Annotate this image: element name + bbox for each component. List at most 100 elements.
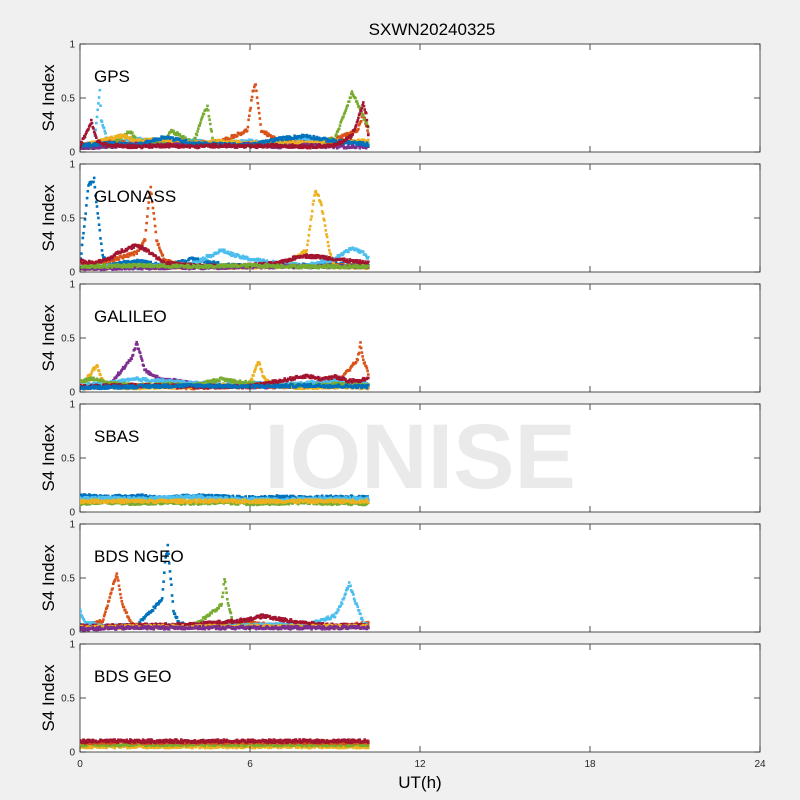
data-point	[96, 260, 99, 264]
data-point	[175, 133, 178, 136]
data-point	[138, 136, 142, 140]
data-point	[119, 250, 123, 254]
data-point	[192, 141, 195, 145]
data-point	[250, 138, 254, 142]
data-point	[347, 100, 351, 103]
data-point	[342, 134, 346, 137]
data-point	[113, 254, 116, 257]
data-point	[129, 135, 132, 139]
data-point	[178, 138, 182, 141]
data-point	[311, 209, 314, 213]
data-point	[357, 113, 361, 117]
data-point	[286, 146, 290, 149]
data-point	[160, 251, 163, 255]
data-point	[307, 234, 311, 237]
data-point	[207, 114, 211, 118]
data-point	[341, 257, 345, 261]
data-point	[104, 137, 107, 140]
data-point	[358, 122, 362, 125]
data-point	[148, 191, 152, 194]
data-point	[89, 268, 92, 271]
data-point	[169, 130, 172, 134]
data-point	[232, 136, 235, 139]
data-point	[299, 146, 303, 150]
data-point	[208, 260, 211, 263]
data-point	[265, 143, 268, 147]
data-point	[206, 109, 210, 112]
data-point	[192, 143, 196, 146]
data-point	[96, 108, 99, 112]
data-point	[222, 250, 226, 254]
data-point	[140, 261, 143, 265]
data-point	[364, 260, 367, 263]
data-point	[313, 194, 316, 197]
data-point	[306, 146, 309, 150]
data-point	[320, 203, 323, 207]
data-point	[98, 228, 102, 232]
data-point	[124, 262, 128, 265]
data-point	[357, 116, 360, 120]
data-point	[140, 142, 143, 145]
data-point	[83, 135, 87, 139]
data-point	[254, 83, 257, 86]
data-point	[132, 265, 136, 268]
data-point	[131, 143, 134, 147]
data-point	[345, 133, 348, 136]
data-point	[324, 137, 328, 140]
data-point	[128, 143, 131, 147]
data-point	[179, 141, 182, 145]
data-point	[116, 143, 119, 146]
data-point	[269, 261, 273, 264]
data-point	[229, 251, 233, 254]
data-point	[256, 101, 260, 105]
data-point	[310, 140, 313, 144]
data-point	[357, 127, 360, 131]
data-point	[279, 136, 282, 139]
data-point	[206, 253, 209, 257]
data-point	[104, 261, 108, 264]
data-point	[214, 261, 218, 264]
data-point	[94, 262, 97, 265]
data-point	[228, 140, 231, 144]
data-point	[262, 140, 265, 144]
data-point	[152, 137, 155, 141]
y-tick-label: 0.5	[61, 94, 75, 105]
data-point	[229, 137, 233, 140]
data-point	[356, 260, 359, 264]
data-point	[94, 128, 97, 132]
data-point	[204, 141, 208, 144]
data-point	[89, 183, 92, 186]
data-point	[346, 140, 349, 143]
data-point	[355, 100, 359, 103]
data-point	[314, 256, 318, 260]
data-point	[92, 140, 96, 144]
data-point	[84, 144, 87, 147]
data-point	[364, 253, 367, 256]
data-point	[277, 138, 280, 142]
data-point	[245, 255, 249, 259]
data-point	[348, 134, 352, 137]
data-point	[83, 262, 87, 265]
data-point	[98, 146, 102, 149]
data-point	[128, 137, 131, 141]
data-point	[226, 136, 229, 140]
data-point	[338, 124, 342, 127]
data-point	[148, 195, 151, 199]
data-point	[141, 245, 144, 248]
data-point	[362, 114, 365, 118]
data-point	[129, 130, 133, 134]
data-point	[262, 142, 266, 145]
data-point	[145, 138, 148, 141]
data-point	[218, 145, 221, 149]
data-point	[177, 142, 180, 146]
data-point	[312, 199, 315, 203]
data-point	[319, 260, 323, 264]
data-point	[321, 261, 325, 264]
data-point	[312, 134, 315, 138]
data-point	[216, 251, 220, 255]
data-point	[206, 259, 209, 263]
data-point	[122, 142, 126, 145]
data-point	[253, 85, 256, 89]
